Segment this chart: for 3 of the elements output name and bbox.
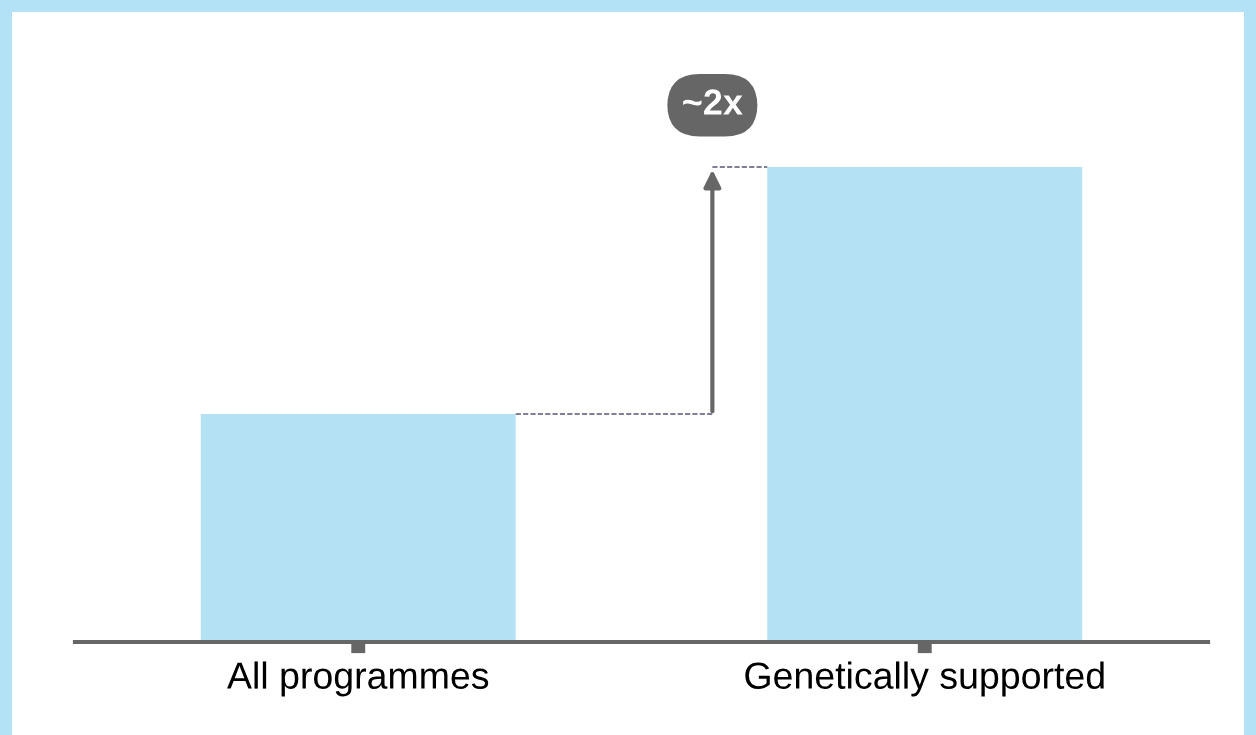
- x-tick-label: Genetically supported: [745, 661, 1104, 697]
- x-tick-label: All programmes: [227, 661, 489, 697]
- text: ~2x: [683, 89, 743, 115]
